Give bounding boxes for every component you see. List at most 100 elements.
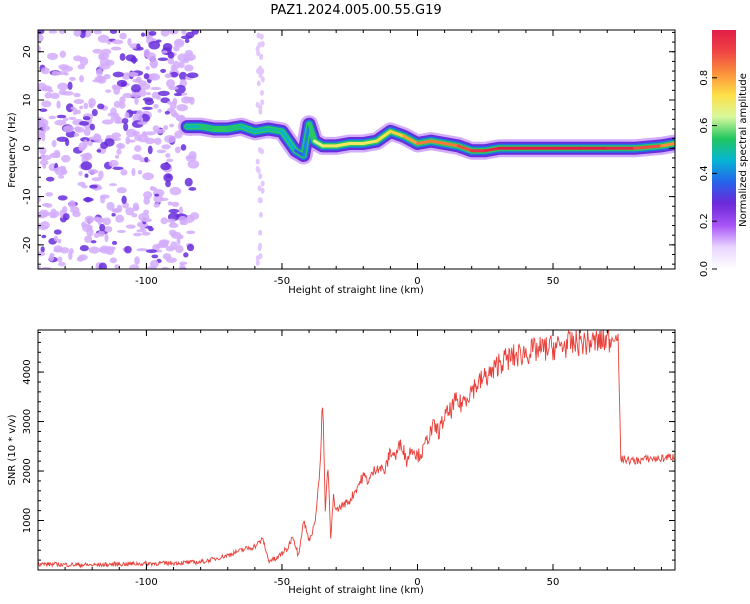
noise-blob <box>105 89 112 93</box>
noise-blob <box>260 180 265 187</box>
noise-blob <box>188 187 197 191</box>
noise-blob <box>116 204 123 213</box>
noise-blob <box>129 264 140 269</box>
noise-blob <box>187 159 200 169</box>
ridge-core-segment <box>302 122 311 158</box>
noise-blob <box>175 40 185 46</box>
noise-blob <box>155 243 165 249</box>
noise-blob <box>58 261 66 267</box>
noise-blob <box>68 116 77 120</box>
noise-blob <box>154 137 162 145</box>
noise-blob <box>57 195 68 201</box>
noise-blob <box>260 187 265 194</box>
noise-blob <box>39 146 47 155</box>
noise-blob <box>165 257 177 263</box>
noise-blob <box>49 152 58 159</box>
noise-blob <box>99 223 106 232</box>
noise-blob <box>39 108 48 112</box>
noise-blob <box>48 89 54 93</box>
noise-blob <box>114 264 120 269</box>
noise-blob <box>81 184 88 189</box>
y-tick-label: 2000 <box>22 458 33 483</box>
noise-blob <box>189 96 195 105</box>
noise-blob <box>153 202 160 208</box>
noise-blob <box>150 62 158 69</box>
noise-blob <box>38 265 42 269</box>
noise-blob <box>44 92 53 99</box>
noise-blob <box>96 186 103 190</box>
x-tick-label: -50 <box>274 577 290 588</box>
snr-ticks: -100 -50 0 50 1000 2000 3000 4000 <box>22 330 675 588</box>
noise-blob <box>58 174 65 179</box>
noise-blob <box>148 40 161 50</box>
noise-blob <box>144 156 149 163</box>
noise-blob <box>184 49 193 57</box>
noise-blob <box>186 230 196 235</box>
noise-blob <box>166 158 174 163</box>
noise-blob <box>116 229 127 233</box>
noise-blob <box>256 32 261 39</box>
noise-blob <box>96 149 102 153</box>
noise-blob <box>125 224 136 229</box>
noise-blob <box>143 73 150 80</box>
spectrogram-frame <box>37 29 676 270</box>
noise-blob <box>256 167 261 174</box>
noise-blob <box>40 246 45 253</box>
ridge-core-segment <box>239 125 257 133</box>
noise-blob <box>109 183 118 187</box>
noise-blob <box>78 171 83 176</box>
noise-blob <box>70 106 76 110</box>
noise-blob <box>38 133 45 138</box>
ridge-core-segment <box>429 139 447 145</box>
noise-blob <box>56 114 67 119</box>
noise-blob <box>175 245 184 254</box>
noise-blob <box>119 96 126 104</box>
noise-blob <box>148 30 157 36</box>
noise-blob <box>257 185 262 192</box>
x-tick-label: -100 <box>135 276 158 287</box>
noise-blob <box>167 57 175 65</box>
noise-blob <box>178 71 188 81</box>
noise-blob <box>57 256 63 263</box>
noise-blob <box>160 30 170 37</box>
colorbar-tick-label: 0.4 <box>699 165 710 181</box>
y-tick-label: -20 <box>22 237 33 253</box>
noise-blob <box>42 125 50 131</box>
noise-blob <box>169 71 179 78</box>
ridge-core-segment <box>334 141 352 148</box>
noise-blob <box>79 75 84 83</box>
noise-blob <box>150 86 162 91</box>
noise-blob <box>160 162 171 171</box>
noise-blob <box>160 68 167 73</box>
noise-blob <box>42 163 47 169</box>
noise-blob <box>257 197 262 204</box>
noise-blob <box>59 50 66 58</box>
noise-blob <box>50 92 60 100</box>
noise-blob <box>184 64 194 72</box>
noise-blob <box>62 206 68 214</box>
ridge-core-segment <box>659 141 675 148</box>
noise-blob <box>132 202 139 210</box>
ridge-core-segment <box>632 144 663 150</box>
snr-panel: -100 -50 0 50 1000 2000 3000 4000 Height of str… <box>7 329 676 596</box>
noise-blob <box>83 102 89 110</box>
noise-blob <box>190 212 200 220</box>
noise-blob <box>84 215 94 224</box>
noise-blob <box>143 191 153 200</box>
ridge-core-segment <box>388 129 406 138</box>
noise-blob <box>69 248 74 255</box>
noise-blob <box>97 103 105 110</box>
noise-blob <box>62 213 70 221</box>
noise-blob <box>161 50 168 54</box>
noise-blob <box>57 82 69 91</box>
noise-blob <box>94 75 105 83</box>
noise-blob <box>165 180 171 188</box>
noise-blob <box>162 43 173 51</box>
noise-blob <box>260 99 265 106</box>
noise-blob <box>179 234 184 240</box>
colorbar-tick-label: 0.0 <box>699 261 710 277</box>
noise-blob <box>255 260 260 267</box>
noise-blob <box>52 210 60 218</box>
noise-blob <box>169 101 177 110</box>
noise-blob <box>44 203 53 208</box>
